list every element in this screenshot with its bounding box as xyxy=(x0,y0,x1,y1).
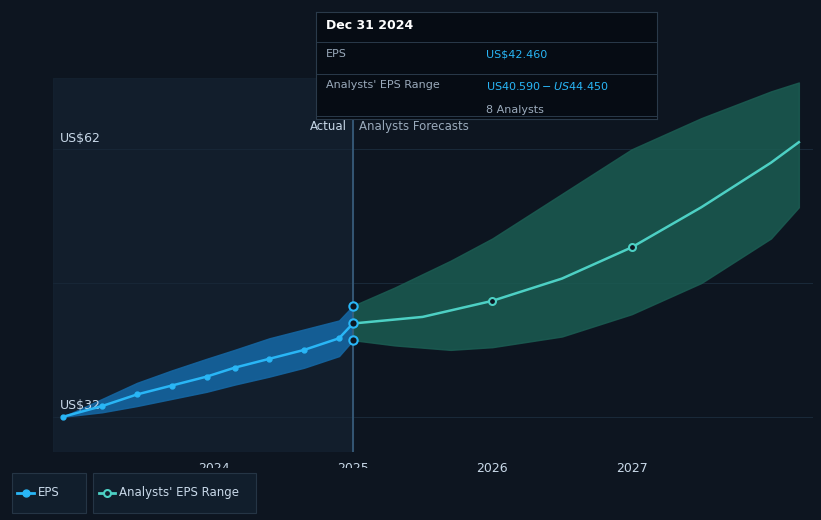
Text: Analysts Forecasts: Analysts Forecasts xyxy=(359,120,469,133)
Text: US$32: US$32 xyxy=(60,399,101,412)
Text: Analysts' EPS Range: Analysts' EPS Range xyxy=(119,486,239,499)
Text: US$62: US$62 xyxy=(60,132,101,145)
Text: Dec 31 2024: Dec 31 2024 xyxy=(326,19,414,32)
Text: Actual: Actual xyxy=(310,120,347,133)
Text: Analysts' EPS Range: Analysts' EPS Range xyxy=(326,80,440,90)
FancyBboxPatch shape xyxy=(12,473,86,513)
Text: 8 Analysts: 8 Analysts xyxy=(487,105,544,115)
Text: US$42.460: US$42.460 xyxy=(487,49,548,59)
Text: EPS: EPS xyxy=(326,49,347,59)
FancyBboxPatch shape xyxy=(94,473,256,513)
Text: EPS: EPS xyxy=(38,486,59,499)
Text: US$40.590 - US$44.450: US$40.590 - US$44.450 xyxy=(487,80,609,92)
Bar xyxy=(53,78,353,452)
